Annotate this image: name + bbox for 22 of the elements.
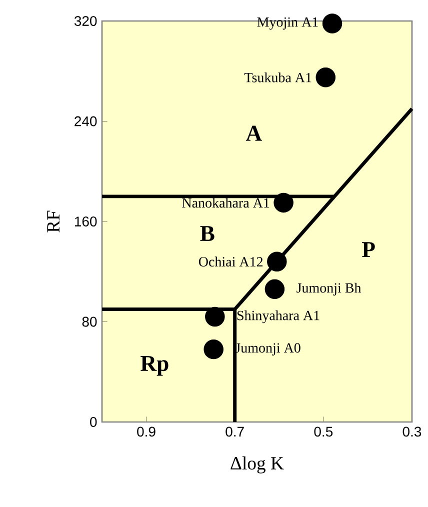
x-tick-label: 0.3 — [402, 426, 422, 437]
y-tick-label: 240 — [74, 116, 97, 126]
y-tick-label: 0 — [90, 417, 97, 427]
y-tick-label: 320 — [74, 16, 97, 26]
annotation: P — [362, 242, 375, 257]
annotation: A — [246, 126, 262, 141]
x-tick-label: 0.9 — [137, 426, 156, 437]
y-tick-label: 160 — [74, 216, 97, 226]
y-tick-label: 80 — [82, 316, 97, 327]
annotation: B — [200, 226, 214, 241]
series-label: Nanokahara A1 — [182, 198, 270, 208]
x-axis-title: Δlog K — [230, 456, 284, 474]
series-label: Jumonji A0 — [235, 343, 300, 356]
x-tick-label: 0.7 — [226, 426, 244, 437]
series-label: Shinyahara A1 — [237, 310, 320, 324]
annotation: Rp — [140, 356, 168, 376]
y-axis-title: RF — [47, 210, 60, 232]
series-label: Jumonji Bh — [296, 282, 362, 296]
series-label: Ochiai A12 — [198, 256, 263, 267]
series-label: Myojin A1 — [257, 17, 318, 30]
x-tick-label: 0.5 — [314, 426, 333, 437]
series-label: Tsukuba A1 — [244, 72, 312, 82]
